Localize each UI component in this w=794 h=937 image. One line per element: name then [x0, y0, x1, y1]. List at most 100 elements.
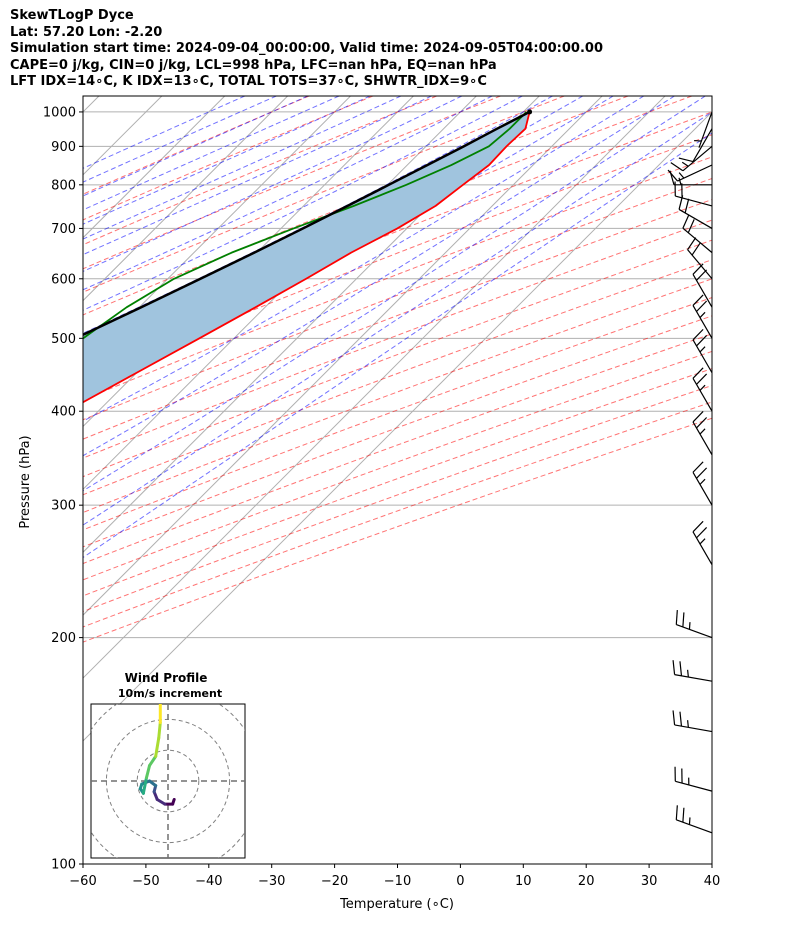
dry-adiabat	[83, 111, 712, 360]
station-location: Lat: 57.20 Lon: -2.20	[10, 24, 163, 40]
isotherm	[83, 96, 100, 113]
x-tick-label: −10	[384, 874, 411, 889]
y-tick-label: 400	[51, 405, 76, 420]
dry-adiabat	[83, 134, 712, 380]
stability-indices: CAPE=0 j/kg, CIN=0 j/kg, LCL=998 hPa, LF…	[10, 57, 497, 73]
isotherm	[83, 96, 226, 239]
isotherm	[83, 96, 540, 553]
wind-barb	[669, 170, 712, 186]
wind-barb	[675, 610, 713, 639]
wind-barb	[692, 263, 713, 308]
x-tick-label: 10	[515, 874, 532, 889]
moist-adiabat	[83, 132, 712, 559]
y-tick-label: 100	[51, 858, 76, 873]
x-tick-label: 20	[578, 874, 595, 889]
cape-cin-shading	[83, 111, 530, 403]
hodograph-segment	[141, 776, 148, 795]
dewpoint-profile	[83, 111, 528, 340]
x-tick-label: −40	[195, 874, 222, 889]
moist-adiabat	[83, 96, 463, 272]
wind-barb	[678, 128, 713, 163]
wind-barb	[692, 294, 713, 339]
dry-adiabat	[83, 278, 712, 514]
moist-adiabat	[83, 96, 340, 211]
wind-barb	[667, 164, 713, 182]
x-tick-label: −60	[69, 874, 96, 889]
isotherm	[83, 111, 712, 742]
dry-adiabat	[83, 96, 565, 293]
moist-adiabat	[83, 111, 712, 526]
moist-adiabat	[83, 96, 614, 390]
dry-adiabat	[83, 177, 712, 421]
chart-header: SkewTLogP Dyce Lat: 57.20 Lon: -2.20 Sim…	[10, 8, 603, 91]
hodograph-subtitle: 10m/s increment	[118, 687, 222, 700]
hodograph-segment	[154, 736, 161, 758]
hodograph-segment	[148, 754, 158, 768]
dry-adiabat	[83, 401, 712, 628]
isotherm	[83, 96, 414, 428]
moist-adiabat	[83, 96, 371, 225]
parcel-profile	[83, 110, 531, 337]
isotherm	[83, 96, 666, 679]
y-tick-label: 900	[51, 140, 76, 155]
y-tick-label: 800	[51, 178, 76, 193]
wind-barb	[672, 710, 713, 733]
simulation-times: Simulation start time: 2024-09-04_00:00:…	[10, 41, 603, 56]
wind-barb	[692, 461, 713, 506]
isotherm	[83, 96, 603, 616]
wind-barb	[678, 195, 713, 229]
x-axis-label: Temperature (∘C)	[339, 897, 454, 912]
wind-barb	[674, 766, 713, 792]
isotherm	[83, 96, 351, 365]
moist-adiabat	[83, 96, 706, 492]
y-axis-label: Pressure (hPa)	[18, 435, 33, 528]
moist-adiabat	[83, 96, 402, 240]
moist-adiabat	[83, 96, 523, 311]
moist-adiabat	[83, 96, 553, 334]
severe-indices: LFT IDX=14∘C, K IDX=13∘C, TOTAL TOTS=37∘…	[10, 74, 487, 89]
moist-adiabat	[83, 96, 277, 183]
x-tick-label: 30	[641, 874, 658, 889]
x-tick-label: −30	[258, 874, 285, 889]
wind-barb	[687, 237, 713, 280]
moist-adiabat	[83, 96, 675, 457]
dry-adiabat	[83, 219, 712, 459]
hodograph-segment	[157, 720, 162, 740]
wind-barb	[692, 411, 713, 456]
wind-barb	[692, 367, 713, 412]
x-tick-label: −50	[132, 874, 159, 889]
chart-title: SkewTLogP Dyce	[10, 8, 134, 23]
wind-barb	[670, 145, 713, 172]
moist-adiabat	[83, 96, 309, 197]
y-tick-label: 1000	[43, 105, 76, 120]
wind-barb	[694, 111, 713, 148]
isotherm	[83, 96, 288, 302]
y-tick-label: 300	[51, 499, 76, 514]
x-tick-label: 0	[456, 874, 464, 889]
dry-adiabat	[83, 368, 712, 597]
lcl-marker	[527, 109, 533, 115]
y-tick-label: 500	[51, 332, 76, 347]
wind-barb	[675, 805, 713, 834]
wind-barb	[682, 214, 713, 254]
moist-adiabat	[83, 96, 246, 169]
wind-barb	[672, 660, 713, 682]
x-tick-label: −20	[321, 874, 348, 889]
temperature-profile	[83, 111, 531, 404]
hodograph-title: Wind Profile	[125, 671, 208, 685]
y-tick-label: 700	[51, 222, 76, 237]
hodograph-segment	[144, 764, 152, 780]
dry-adiabat	[83, 333, 712, 565]
wind-barb	[692, 328, 713, 374]
wind-barb	[692, 520, 713, 566]
y-tick-label: 200	[51, 631, 76, 646]
dry-adiabat	[83, 96, 437, 246]
x-tick-label: 40	[704, 874, 721, 889]
hodograph-ring	[136, 749, 200, 813]
dry-adiabat	[83, 198, 712, 440]
dry-adiabat	[83, 96, 374, 221]
dry-adiabat	[83, 156, 712, 401]
moist-adiabat	[83, 96, 584, 360]
y-tick-label: 600	[51, 272, 76, 287]
